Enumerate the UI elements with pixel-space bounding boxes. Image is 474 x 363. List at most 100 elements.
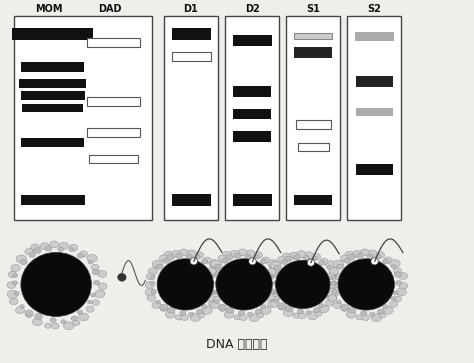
Circle shape <box>303 256 310 260</box>
Circle shape <box>77 310 83 314</box>
Circle shape <box>152 260 163 268</box>
Circle shape <box>297 309 304 314</box>
Circle shape <box>389 301 398 307</box>
Circle shape <box>166 254 174 260</box>
Circle shape <box>371 314 382 322</box>
Text: D2: D2 <box>245 4 259 14</box>
Circle shape <box>181 315 189 321</box>
Circle shape <box>50 318 56 323</box>
Circle shape <box>266 294 274 301</box>
Circle shape <box>9 298 18 305</box>
Circle shape <box>14 291 19 295</box>
Circle shape <box>270 301 279 307</box>
Circle shape <box>145 282 154 288</box>
Circle shape <box>270 289 275 293</box>
Circle shape <box>313 307 320 313</box>
Circle shape <box>348 307 356 313</box>
Circle shape <box>190 314 201 322</box>
Bar <box>12 28 93 40</box>
Circle shape <box>215 264 221 269</box>
Circle shape <box>278 256 286 263</box>
Circle shape <box>329 290 334 294</box>
Circle shape <box>215 281 221 285</box>
Circle shape <box>337 264 344 269</box>
Circle shape <box>159 304 168 310</box>
Circle shape <box>283 309 293 317</box>
Circle shape <box>261 307 271 314</box>
Circle shape <box>35 313 43 319</box>
Circle shape <box>326 261 336 269</box>
Bar <box>21 91 84 100</box>
Circle shape <box>315 311 322 316</box>
Circle shape <box>73 320 80 326</box>
Circle shape <box>213 268 220 274</box>
Circle shape <box>330 272 337 278</box>
Circle shape <box>367 254 373 258</box>
Circle shape <box>88 300 92 304</box>
Circle shape <box>269 276 273 280</box>
Circle shape <box>329 268 338 275</box>
Circle shape <box>260 305 266 309</box>
Circle shape <box>391 265 396 269</box>
Bar <box>298 143 329 151</box>
Circle shape <box>345 251 354 258</box>
Circle shape <box>269 297 273 300</box>
Circle shape <box>284 256 292 262</box>
Circle shape <box>312 256 317 260</box>
Bar <box>87 38 140 47</box>
Circle shape <box>223 251 232 258</box>
Circle shape <box>264 282 273 288</box>
Circle shape <box>151 289 156 294</box>
Bar <box>296 120 331 129</box>
Circle shape <box>187 250 196 257</box>
Circle shape <box>93 280 100 285</box>
Circle shape <box>273 281 280 285</box>
Circle shape <box>297 251 306 258</box>
Circle shape <box>268 260 278 268</box>
Circle shape <box>271 291 276 295</box>
Circle shape <box>331 276 336 279</box>
Circle shape <box>91 264 99 270</box>
Circle shape <box>254 254 259 258</box>
Circle shape <box>155 300 161 304</box>
Circle shape <box>247 312 253 316</box>
Circle shape <box>390 260 400 268</box>
Circle shape <box>50 241 59 248</box>
Circle shape <box>7 290 18 298</box>
Circle shape <box>12 281 18 285</box>
Circle shape <box>167 307 175 313</box>
Bar <box>355 32 394 41</box>
Circle shape <box>95 290 105 298</box>
Circle shape <box>209 301 217 307</box>
Bar <box>356 163 393 175</box>
Circle shape <box>328 295 337 301</box>
Text: D1: D1 <box>183 4 198 14</box>
Circle shape <box>376 252 384 258</box>
Circle shape <box>59 242 69 249</box>
Circle shape <box>262 257 270 263</box>
Circle shape <box>368 250 377 257</box>
Circle shape <box>202 307 212 314</box>
Bar <box>347 16 401 220</box>
Circle shape <box>213 296 221 302</box>
Circle shape <box>225 254 233 260</box>
Circle shape <box>210 265 215 269</box>
Circle shape <box>267 301 275 307</box>
Circle shape <box>186 254 192 258</box>
Circle shape <box>230 250 239 257</box>
Circle shape <box>207 268 216 275</box>
Circle shape <box>383 305 388 309</box>
Bar <box>164 16 218 220</box>
Ellipse shape <box>157 259 213 310</box>
Circle shape <box>393 268 401 274</box>
Circle shape <box>219 306 226 311</box>
Circle shape <box>98 270 107 277</box>
Circle shape <box>69 244 78 251</box>
Circle shape <box>206 295 214 301</box>
Circle shape <box>377 309 384 314</box>
Circle shape <box>399 282 408 289</box>
Circle shape <box>282 253 291 260</box>
Circle shape <box>13 274 18 278</box>
Circle shape <box>34 248 41 253</box>
Bar <box>22 104 83 112</box>
